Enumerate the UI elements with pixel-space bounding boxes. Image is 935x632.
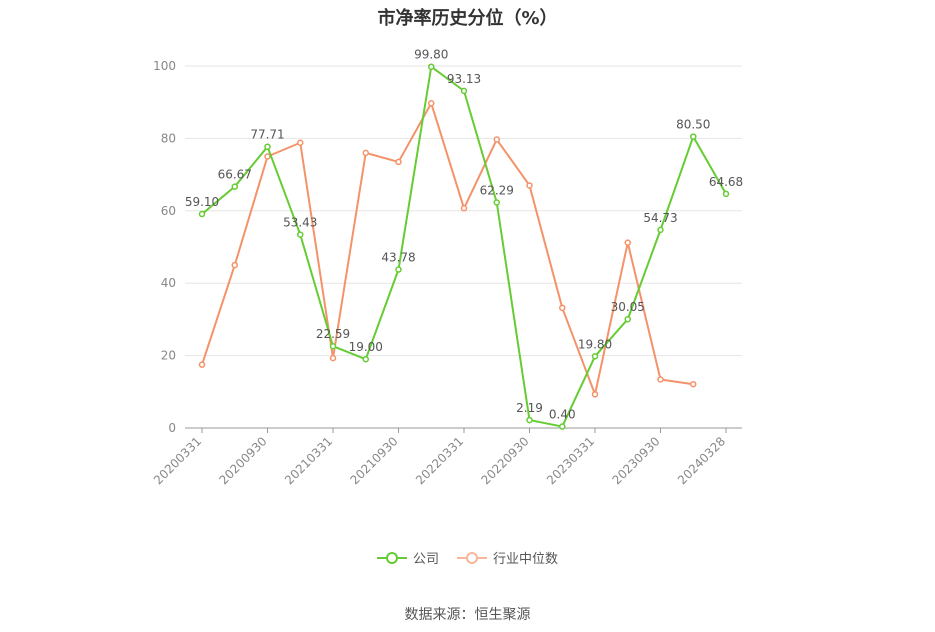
industry-median-point [198, 361, 206, 368]
company-point [428, 63, 435, 70]
data-label-company: 64.68 [709, 175, 743, 189]
company-point [657, 226, 664, 234]
legend-company-marker [376, 551, 407, 564]
industry-median-point [329, 354, 337, 362]
y-tick-label: 80 [161, 131, 176, 145]
x-tick-label: 20220331 [413, 434, 466, 487]
industry-median-point [690, 380, 697, 388]
company-point [493, 199, 500, 206]
industry-median-point [362, 149, 369, 157]
company-point [395, 266, 402, 273]
company-point [591, 353, 599, 360]
company-point [624, 315, 631, 323]
x-tick-label: 20200930 [217, 434, 270, 487]
x-tick-label: 20230930 [610, 434, 663, 487]
legend-item-industry-median[interactable]: 行业中位数 [457, 548, 558, 567]
series-line-company [201, 65, 727, 428]
company-point [264, 143, 271, 150]
legend: 公司 行业中位数 [0, 548, 935, 567]
data-label-company: 43.78 [381, 251, 415, 265]
y-tick-label: 60 [161, 204, 176, 218]
company-point [329, 342, 337, 350]
data-label-company: 80.50 [676, 118, 710, 132]
x-tick-label: 20210331 [282, 434, 335, 487]
x-tick-label: 20230331 [544, 434, 597, 487]
x-tick-label: 20200331 [151, 434, 204, 487]
company-point [460, 87, 468, 95]
industry-median-point [493, 136, 500, 143]
data-label-company: 2.19 [516, 401, 543, 415]
industry-median-point [460, 205, 468, 212]
company-point [722, 190, 730, 198]
industry-median-point [395, 158, 402, 166]
company-point [297, 231, 304, 238]
legend-industry-label: 行业中位数 [493, 552, 559, 567]
industry-median-point [264, 153, 271, 160]
axes: 0 20 40 60 80 100 20200331 20200930 20210331 2021… [151, 59, 742, 487]
industry-median-point [559, 304, 566, 312]
company-point [690, 133, 697, 140]
data-label-company: 53.43 [283, 216, 317, 230]
industry-median-point [591, 391, 599, 398]
x-tick-label: 20220930 [479, 434, 532, 487]
data-label-company: 19.00 [349, 340, 383, 354]
data-label-company: 62.29 [480, 184, 514, 198]
company-point [526, 416, 533, 424]
data-label-company: 19.80 [578, 337, 612, 351]
industry-median-point [624, 239, 631, 246]
data-label-company: 0.40 [549, 408, 576, 422]
data-source: 数据来源：恒生聚源 [404, 607, 531, 623]
industry-median-point [297, 139, 304, 146]
company-point [231, 183, 238, 190]
data-label-company: 59.10 [185, 195, 219, 209]
data-label-company: 93.13 [447, 72, 481, 86]
series-line-industry-median [201, 102, 694, 396]
data-label-company: 66.67 [218, 168, 252, 182]
industry-median-point [231, 261, 238, 269]
legend-company-label: 公司 [412, 552, 439, 567]
series-layer [198, 63, 730, 430]
chart-title: 市净率历史分位（%） [377, 8, 558, 29]
industry-median-point [428, 100, 435, 107]
company-point [559, 423, 566, 430]
data-label-company: 77.71 [250, 128, 284, 142]
y-tick-label: 40 [161, 276, 176, 290]
industry-median-point [657, 376, 664, 383]
data-label-company: 30.05 [611, 300, 645, 314]
x-tick-label: 20240328 [675, 434, 728, 487]
legend-item-company[interactable]: 公司 [376, 548, 439, 567]
data-label-company: 54.73 [643, 211, 677, 225]
legend-industry-marker [457, 551, 487, 564]
industry-median-point [526, 182, 533, 189]
data-label-company: 22.59 [316, 327, 350, 341]
y-tick-label: 0 [168, 421, 176, 435]
data-label-company: 99.80 [414, 48, 448, 62]
y-tick-label: 20 [161, 349, 176, 363]
y-tick-label: 100 [153, 59, 176, 73]
company-point [198, 210, 206, 218]
company-point [362, 355, 369, 363]
x-tick-label: 20210930 [348, 434, 401, 487]
